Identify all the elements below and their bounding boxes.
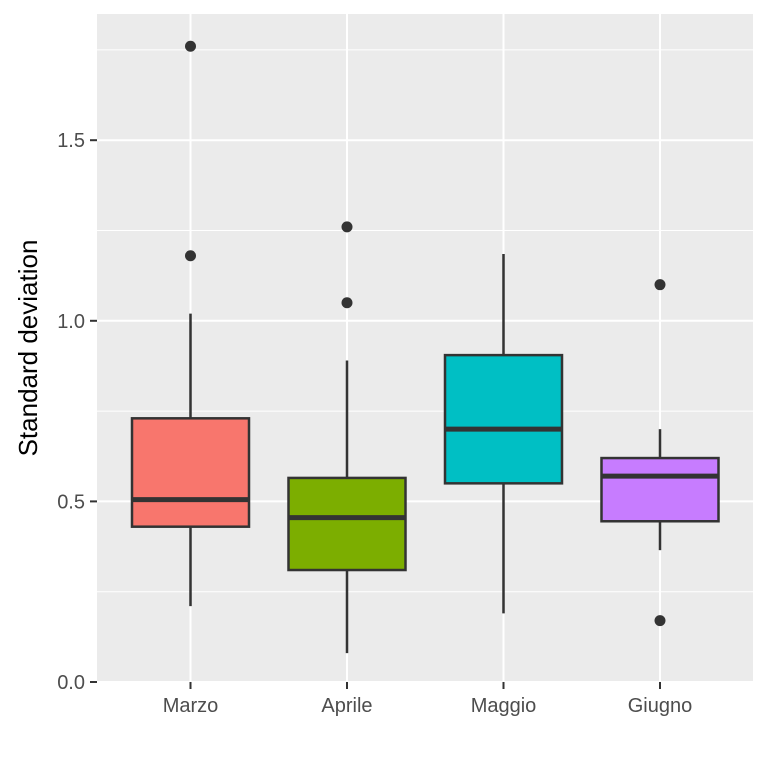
y-tick-label: 0.0 xyxy=(57,672,85,694)
y-tick-label: 0.5 xyxy=(57,491,85,513)
box-aprile xyxy=(287,476,407,572)
y-axis-title: Standard deviation xyxy=(13,240,43,457)
y-tick-label: 1.0 xyxy=(57,311,85,333)
x-tick-label: Maggio xyxy=(471,695,537,717)
box-giugno xyxy=(600,456,720,523)
outlier-point xyxy=(185,250,196,262)
outlier-point xyxy=(341,297,353,309)
outlier-point xyxy=(185,40,196,52)
y-tick-label: 1.5 xyxy=(57,130,85,152)
outlier-point xyxy=(341,221,353,233)
x-tick-label: Marzo xyxy=(163,695,219,717)
x-tick-label: Giugno xyxy=(628,695,693,717)
box-marzo xyxy=(130,417,251,528)
outlier-point xyxy=(654,615,666,627)
outlier-point xyxy=(654,279,666,291)
x-tick-label: Aprile xyxy=(321,695,372,717)
y-axis: 0.0 0.5 1.0 1.5 xyxy=(57,130,97,694)
x-axis: Marzo Aprile Maggio Giugno xyxy=(163,682,693,717)
boxes-layer xyxy=(130,40,720,654)
plot-panel xyxy=(97,14,753,682)
box-maggio xyxy=(443,353,564,485)
grid-minor xyxy=(97,49,753,593)
